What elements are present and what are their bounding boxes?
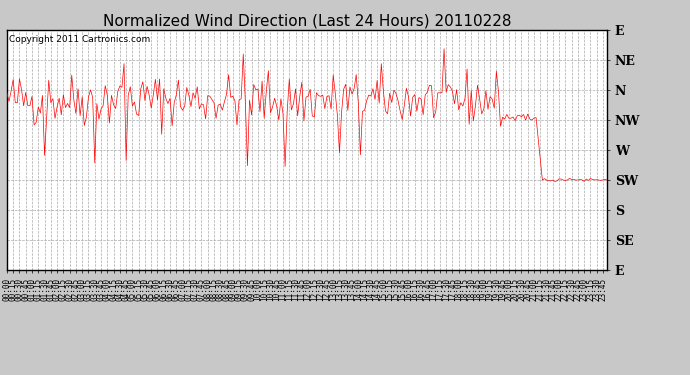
- Title: Normalized Wind Direction (Last 24 Hours) 20110228: Normalized Wind Direction (Last 24 Hours…: [103, 14, 511, 29]
- Text: Copyright 2011 Cartronics.com: Copyright 2011 Cartronics.com: [9, 35, 150, 44]
